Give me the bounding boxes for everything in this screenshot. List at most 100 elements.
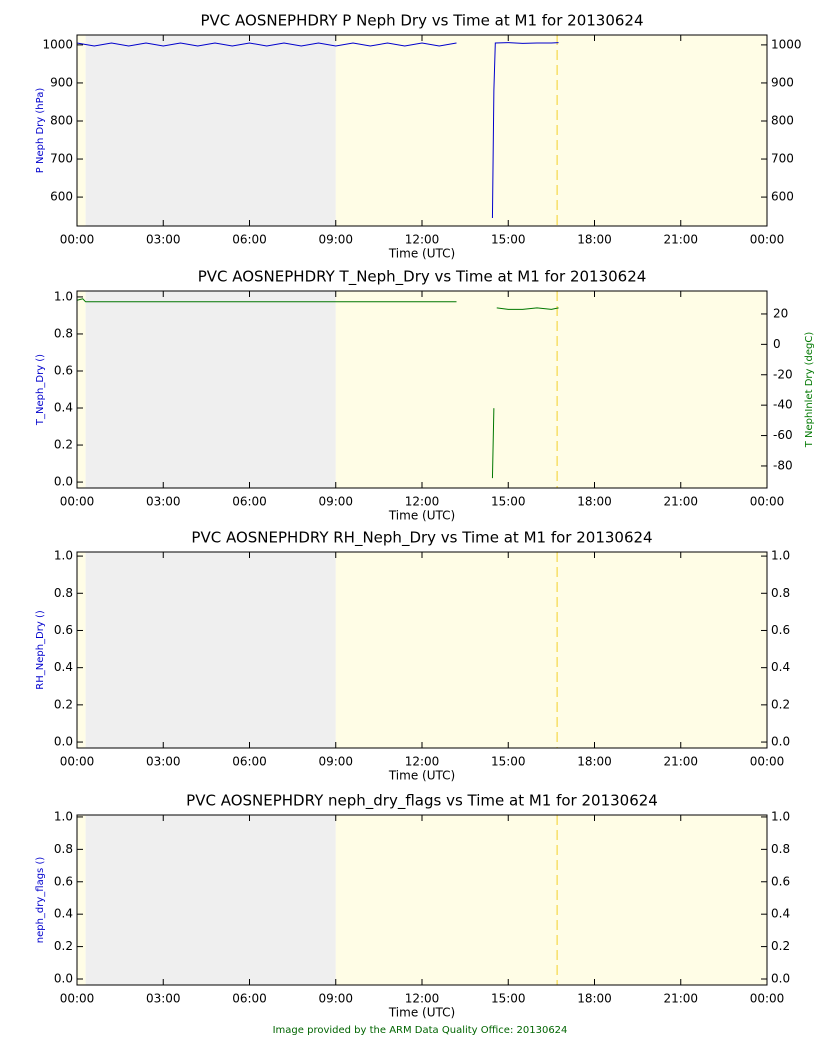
y2-tick-label: 0.8 [771, 842, 790, 856]
chart-title: PVC AOSNEPHDRY RH_Neph_Dry vs Time at M1… [191, 529, 652, 548]
y2-tick-label: -40 [773, 398, 793, 412]
y-tick-label: 0.0 [54, 972, 73, 986]
y-tick-label: 900 [50, 75, 73, 89]
x-tick-label: 06:00 [232, 992, 267, 1006]
x-tick-label: 00:00 [60, 992, 95, 1006]
x-axis-label: Time (UTC) [388, 509, 455, 523]
chart-title: PVC AOSNEPHDRY neph_dry_flags vs Time at… [186, 792, 658, 811]
x-tick-label: 09:00 [318, 755, 353, 769]
y2-tick-label: 0.2 [771, 697, 790, 711]
y-tick-label: 0.0 [54, 735, 73, 749]
x-tick-label: 12:00 [405, 992, 440, 1006]
x-tick-label: 00:00 [750, 233, 785, 247]
y-tick-label: 0.8 [54, 842, 73, 856]
y2-tick-label: 0.4 [771, 907, 790, 921]
x-tick-label: 15:00 [491, 755, 526, 769]
y-axis-label: neph_dry_flags () [35, 857, 46, 944]
y-axis-label: T_Neph_Dry () [35, 354, 46, 426]
y2-tick-label: 0.0 [771, 972, 790, 986]
data-line [76, 298, 559, 479]
y-tick-label: 0.4 [54, 401, 73, 415]
shaded-region [85, 815, 336, 985]
x-tick-label: 21:00 [663, 755, 698, 769]
y2-tick-label: 1.0 [771, 549, 790, 563]
y2-tick-label: 0.6 [771, 623, 790, 637]
y-tick-label: 0.6 [54, 363, 73, 377]
y-tick-label: 0.0 [54, 475, 73, 489]
y-tick-label: 1.0 [54, 549, 73, 563]
y-axis-label: RH_Neph_Dry () [35, 610, 46, 690]
y2-tick-label: 1000 [771, 37, 802, 51]
x-tick-label: 21:00 [663, 495, 698, 509]
x-tick-label: 06:00 [232, 755, 267, 769]
x-tick-label: 09:00 [318, 233, 353, 247]
y-tick-label: 0.6 [54, 623, 73, 637]
y2-tick-label: 900 [771, 75, 794, 89]
shaded-region [85, 291, 336, 488]
x-tick-label: 21:00 [663, 233, 698, 247]
y-tick-label: 0.2 [54, 438, 73, 452]
y-tick-label: 1.0 [54, 289, 73, 303]
x-tick-label: 15:00 [491, 495, 526, 509]
y2-axis-label: T NephInlet Dry (degC) [804, 332, 815, 449]
x-tick-label: 06:00 [232, 233, 267, 247]
x-tick-label: 03:00 [146, 755, 181, 769]
x-tick-label: 00:00 [60, 755, 95, 769]
x-axis-label: Time (UTC) [388, 247, 455, 261]
x-tick-label: 00:00 [60, 495, 95, 509]
shaded-region [335, 35, 767, 226]
x-tick-label: 06:00 [232, 495, 267, 509]
shaded-region [77, 815, 86, 985]
y2-tick-label: 0.8 [771, 586, 790, 600]
y2-tick-label: 800 [771, 113, 794, 127]
x-tick-label: 18:00 [577, 992, 612, 1006]
shaded-region [77, 35, 86, 226]
y-tick-label: 0.8 [54, 586, 73, 600]
y2-tick-label: 0.2 [771, 939, 790, 953]
x-tick-label: 15:00 [491, 992, 526, 1006]
y2-tick-label: -60 [773, 428, 793, 442]
x-tick-label: 18:00 [577, 233, 612, 247]
y-tick-label: 800 [50, 113, 73, 127]
footer: Image provided by the ARM Data Quality O… [273, 1025, 568, 1036]
y-tick-label: 0.2 [54, 939, 73, 953]
chart-title: PVC AOSNEPHDRY P Neph Dry vs Time at M1 … [200, 12, 643, 30]
x-tick-label: 18:00 [577, 755, 612, 769]
y2-tick-label: 0.4 [771, 660, 790, 674]
x-tick-label: 18:00 [577, 495, 612, 509]
x-tick-label: 00:00 [750, 495, 785, 509]
x-tick-label: 12:00 [405, 755, 440, 769]
shaded-region [335, 815, 767, 985]
y2-tick-label: 1.0 [771, 809, 790, 823]
y-tick-label: 700 [50, 152, 73, 166]
x-tick-label: 21:00 [663, 992, 698, 1006]
x-tick-label: 12:00 [405, 233, 440, 247]
x-tick-label: 12:00 [405, 495, 440, 509]
shaded-region [77, 552, 86, 748]
y-axis-label: P Neph Dry (hPa) [35, 88, 46, 174]
data-line [76, 42, 559, 219]
shaded-region [77, 291, 86, 488]
shaded-region [85, 552, 336, 748]
y-tick-label: 600 [50, 190, 73, 204]
x-tick-label: 15:00 [491, 233, 526, 247]
y2-tick-label: 0.6 [771, 874, 790, 888]
shaded-region [335, 552, 767, 748]
chart-title: PVC AOSNEPHDRY T_Neph_Dry vs Time at M1 … [198, 268, 647, 287]
y-tick-label: 1000 [42, 37, 73, 51]
shaded-region [335, 291, 767, 488]
y2-tick-label: 0.0 [771, 735, 790, 749]
y2-tick-label: 0 [773, 337, 781, 351]
x-axis-label: Time (UTC) [388, 769, 455, 783]
x-tick-label: 03:00 [146, 233, 181, 247]
y2-tick-label: 700 [771, 152, 794, 166]
y2-tick-label: 20 [773, 306, 788, 320]
x-tick-label: 00:00 [60, 233, 95, 247]
y-tick-label: 0.6 [54, 874, 73, 888]
shaded-region [85, 35, 336, 226]
x-tick-label: 03:00 [146, 495, 181, 509]
y2-tick-label: -20 [773, 367, 793, 381]
y2-tick-label: -80 [773, 458, 793, 472]
x-tick-label: 00:00 [750, 755, 785, 769]
